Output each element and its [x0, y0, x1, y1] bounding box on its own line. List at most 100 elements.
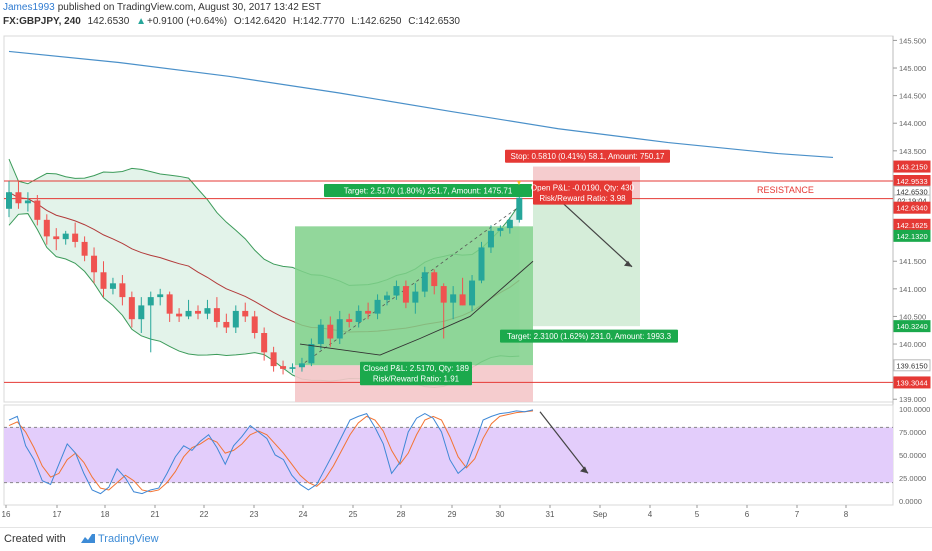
candle-body[interactable] — [317, 324, 324, 345]
candle-body[interactable] — [298, 363, 305, 368]
candle-body[interactable] — [280, 366, 287, 369]
time-tick-label: 6 — [745, 510, 750, 519]
long-target-label-bg — [324, 183, 532, 197]
candle-body[interactable] — [204, 308, 211, 314]
chart-canvas[interactable]: 145.500 145.000 144.500 144.000 143.500 141.5… — [0, 30, 932, 527]
price-tick-label: 143.500 — [899, 147, 926, 156]
price-tag: 142.1625 — [893, 218, 931, 231]
candle-body[interactable] — [6, 192, 12, 209]
price-tick-label: 140.500 — [899, 312, 926, 321]
candle-body[interactable] — [336, 319, 343, 339]
created-with-label: Created with — [4, 533, 66, 545]
trend-ma-line — [299, 260, 534, 356]
candle-body[interactable] — [516, 197, 523, 220]
candle-body[interactable] — [157, 294, 164, 298]
candle-body[interactable] — [185, 310, 192, 317]
price-pane[interactable]: 145.500 145.000 144.500 144.000 143.500 141.5… — [3, 35, 931, 505]
candle-body[interactable] — [402, 286, 409, 303]
candle-body[interactable] — [232, 310, 239, 328]
price-tag-label: 142.6530 — [896, 188, 927, 197]
candle-body[interactable] — [393, 286, 400, 296]
candle-body[interactable] — [100, 272, 107, 289]
time-tick-label: 22 — [200, 510, 209, 519]
time-axis[interactable]: 16 17 18 21 22 23 24 25 28 29 30 31 Sep 4 5 6 7 8 — [2, 505, 849, 519]
candle-body[interactable] — [355, 310, 362, 322]
publish-line: James1993 published on TradingView.com, A… — [3, 2, 325, 13]
short-target-label-bg — [500, 329, 678, 343]
candle-body[interactable] — [62, 233, 69, 240]
stochastic-tick-label: 0.0000 — [899, 497, 922, 506]
candle-body[interactable] — [24, 200, 31, 204]
candle-body[interactable] — [15, 192, 22, 204]
candle-body[interactable] — [308, 344, 315, 364]
price-tick-label: 144.000 — [899, 119, 926, 128]
time-tick-label: 29 — [448, 510, 457, 519]
price-tick-label: 144.500 — [899, 92, 926, 101]
tradingview-brand[interactable]: TradingView — [98, 533, 159, 545]
candle-body[interactable] — [421, 272, 428, 292]
candle-body[interactable] — [459, 294, 466, 306]
candle-body[interactable] — [289, 367, 296, 369]
price-tag-label: 142.6340 — [896, 204, 927, 213]
candle-body[interactable] — [147, 297, 154, 306]
candle-body[interactable] — [450, 294, 457, 303]
price-tag-bg — [893, 229, 931, 242]
sma200-line — [8, 50, 834, 159]
candle-body[interactable] — [213, 308, 220, 322]
candle-body[interactable] — [166, 294, 173, 314]
candle-body[interactable] — [346, 319, 353, 322]
candle-body[interactable] — [176, 313, 183, 317]
candle-body[interactable] — [251, 316, 258, 333]
candle-body[interactable] — [431, 272, 438, 287]
tradingview-logo-icon — [81, 534, 95, 543]
author-link[interactable]: James1993 — [3, 2, 55, 13]
candle-body[interactable] — [261, 332, 268, 353]
time-tick-label: 4 — [648, 510, 653, 519]
candle-body[interactable] — [478, 247, 485, 281]
candle-body[interactable] — [109, 283, 116, 289]
candle-body[interactable] — [43, 219, 50, 237]
long-target-label: Target: 2.5170 (1.80%) 251.7, Amount: 14… — [344, 186, 513, 195]
time-tick-label: 5 — [695, 510, 700, 519]
marker-icon — [517, 181, 521, 186]
candle-body[interactable] — [440, 286, 447, 303]
candle-body[interactable] — [72, 233, 79, 242]
candle-body[interactable] — [487, 230, 494, 248]
forecast-arrow-line — [559, 200, 633, 268]
short-profit-zone[interactable] — [533, 198, 640, 327]
candle-body[interactable] — [223, 321, 230, 328]
candle-body[interactable] — [374, 299, 381, 314]
price-tag-bg — [893, 320, 931, 333]
candle-body[interactable] — [412, 291, 419, 303]
stochastic-tick-label: 50.0000 — [899, 451, 926, 460]
candle-body[interactable] — [91, 255, 98, 273]
candle-body[interactable] — [53, 236, 60, 240]
candle-body[interactable] — [497, 228, 504, 231]
close-value: C:142.6530 — [408, 16, 460, 27]
candle-body[interactable] — [81, 241, 88, 256]
candle-body[interactable] — [469, 280, 476, 306]
candle-body[interactable] — [327, 324, 334, 339]
candle-body[interactable] — [138, 305, 145, 320]
time-tick-label: 31 — [546, 510, 555, 519]
stochastic-tick-label: 100.0000 — [899, 405, 930, 414]
price-tag-label: 02:19:04 — [897, 197, 926, 206]
low-value: L:142.6250 — [351, 16, 402, 27]
stochastic-pane[interactable]: 100.0000 75.0000 50.0000 25.0000 0.0000 — [3, 404, 930, 506]
candle-body[interactable] — [270, 352, 277, 367]
candle-body[interactable] — [365, 310, 372, 314]
short-stop-label-bg — [505, 149, 670, 163]
candle-body[interactable] — [506, 219, 513, 229]
price-tag-label: 143.2150 — [896, 163, 927, 172]
candle-body[interactable] — [195, 310, 201, 314]
price-tag-bg — [893, 160, 931, 173]
candle-body[interactable] — [119, 283, 126, 298]
candle-body[interactable] — [242, 310, 249, 317]
candle-body[interactable] — [34, 200, 41, 220]
price-tag: 142.6340 — [893, 201, 931, 214]
price-change: +0.9100 (+0.64%) — [147, 16, 228, 27]
candle-body[interactable] — [384, 295, 390, 300]
time-tick-label: 16 — [2, 510, 11, 519]
candle-body[interactable] — [128, 297, 135, 320]
forecast-arrowhead-icon — [624, 260, 632, 267]
